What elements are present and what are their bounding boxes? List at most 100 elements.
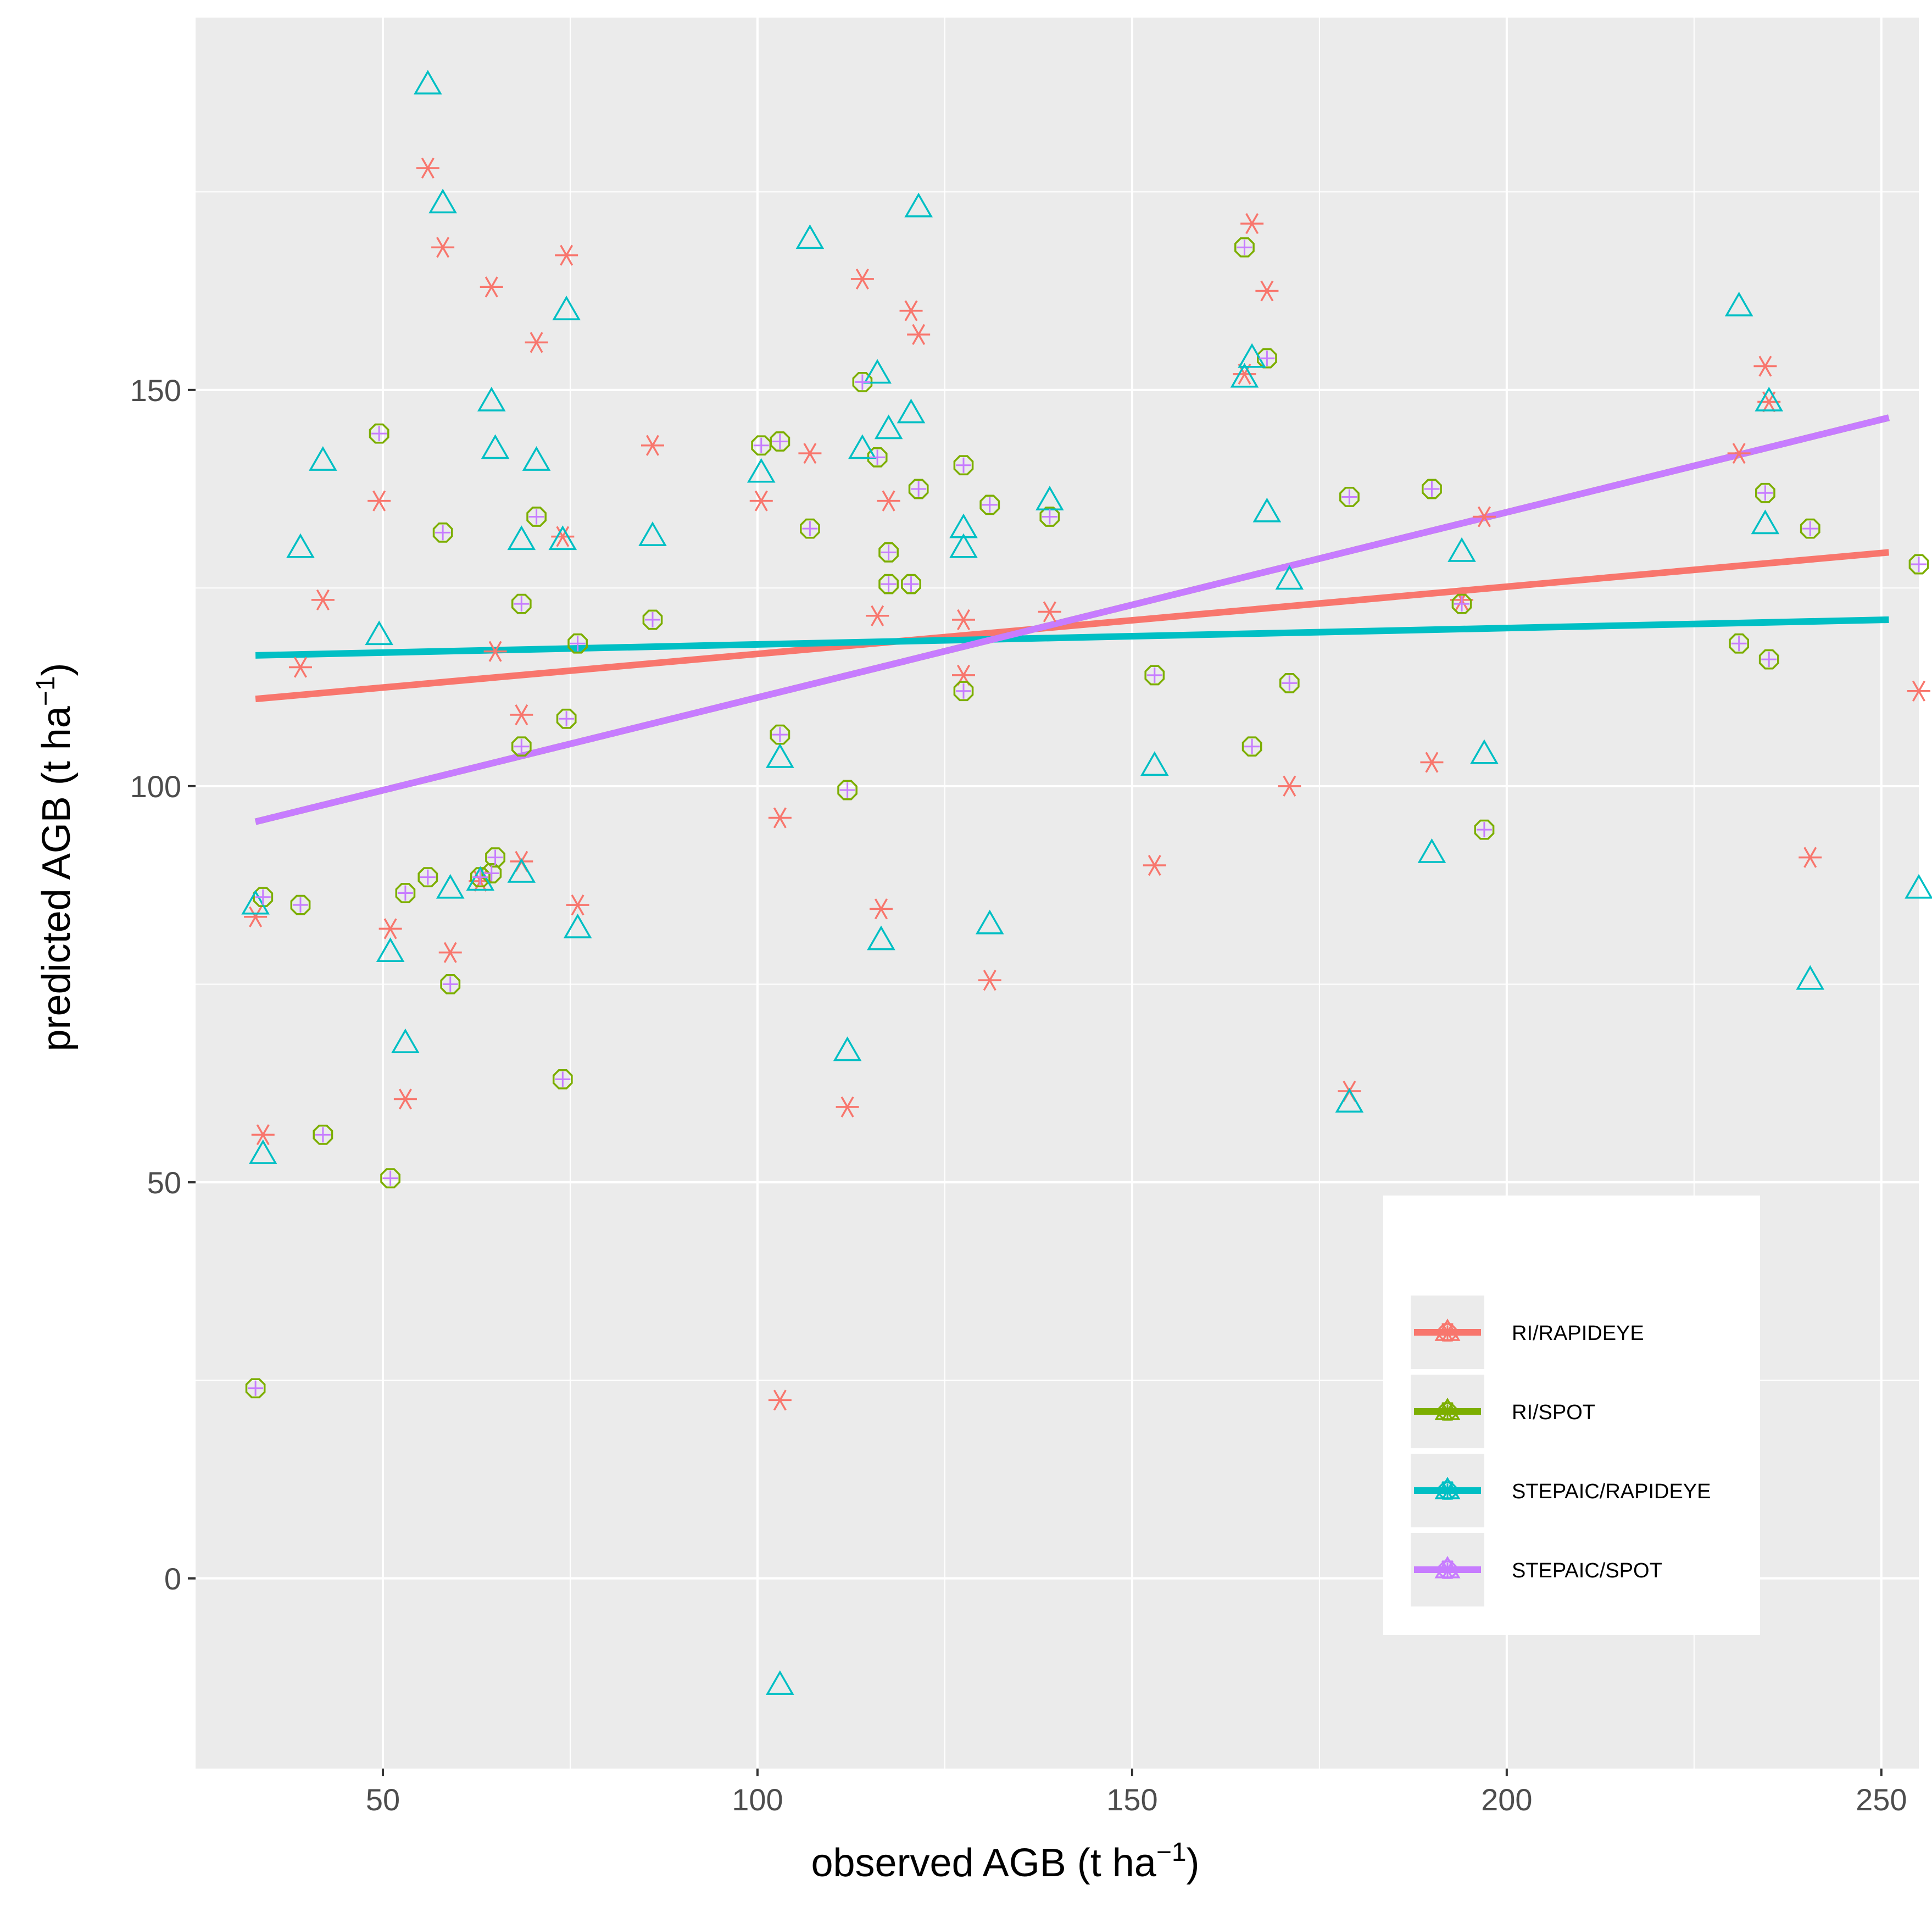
point-stepaic-rapideye — [507, 858, 536, 883]
point-stepaic-spot — [1259, 351, 1275, 366]
point-ri-spot — [556, 708, 577, 729]
point-ri-rapideye — [768, 1389, 792, 1411]
point-ri-spot — [440, 974, 461, 994]
point-stepaic-rapideye — [248, 1139, 277, 1164]
point-stepaic-spot — [472, 869, 488, 885]
point-stepaic-spot — [382, 1170, 398, 1186]
point-stepaic-rapideye — [897, 398, 926, 424]
point-stepaic-rapideye — [1230, 363, 1259, 388]
fit-line-stepaic-rapideye — [255, 616, 1889, 659]
point-stepaic-rapideye — [1140, 751, 1169, 776]
point-stepaic-rapideye — [863, 359, 892, 384]
point-ri-spot — [485, 847, 505, 868]
point-stepaic-spot — [1731, 636, 1747, 652]
point-stepaic-spot — [559, 711, 575, 727]
legend-label-ri-rapideye: RI/RAPIDEYE — [1512, 1322, 1644, 1345]
point-stepaic-spot — [514, 738, 530, 754]
point-stepaic-rapideye — [1335, 1088, 1364, 1113]
point-stepaic-rapideye — [1796, 965, 1825, 990]
x-tick-label: 200 — [1481, 1782, 1532, 1817]
point-ri-spot — [290, 894, 311, 915]
y-tick-label: 50 — [147, 1165, 181, 1200]
y-tick-label: 150 — [130, 373, 181, 408]
point-ri-rapideye — [952, 609, 976, 631]
point-ri-spot — [1144, 665, 1165, 686]
point-stepaic-rapideye — [428, 188, 457, 214]
point-ri-spot — [1339, 487, 1360, 507]
point-ri-spot — [867, 447, 888, 468]
point-stepaic-spot — [420, 869, 436, 885]
legend-key-marker-ri-spot — [1440, 1404, 1455, 1419]
point-ri-spot — [800, 518, 820, 539]
legend-key-marker-ri-rapideye — [1440, 1325, 1455, 1339]
point-stepaic-spot — [1282, 675, 1298, 691]
point-ri-rapideye — [393, 1088, 417, 1110]
point-ri-rapideye — [525, 332, 548, 353]
point-stepaic-spot — [903, 576, 919, 592]
legend-key-marker-stepaic-spot — [1440, 1563, 1455, 1577]
point-ri-spot — [1039, 507, 1060, 527]
point-stepaic-spot — [772, 433, 788, 449]
point-stepaic-rapideye — [481, 434, 510, 459]
point-ri-spot — [395, 883, 416, 903]
point-stepaic-rapideye — [1755, 386, 1784, 412]
point-stepaic-spot — [528, 509, 544, 525]
point-ri-spot — [1800, 518, 1820, 539]
point-stepaic-spot — [435, 525, 451, 541]
point-ri-spot — [380, 1168, 400, 1189]
legend-key-marker-stepaic-rapideye — [1440, 1483, 1455, 1498]
point-stepaic-rapideye — [848, 434, 877, 459]
point-ri-rapideye — [378, 918, 402, 939]
point-stepaic-rapideye — [1447, 537, 1476, 562]
point-stepaic-rapideye — [949, 513, 978, 538]
point-stepaic-spot — [1757, 485, 1773, 501]
point-stepaic-rapideye — [286, 533, 315, 558]
point-ri-spot — [908, 479, 929, 499]
point-ri-spot — [878, 542, 899, 563]
y-axis: 0 50 100 150 — [130, 373, 196, 1596]
point-stepaic-spot — [1454, 596, 1470, 612]
point-stepaic-rapideye — [1252, 497, 1282, 522]
point-ri-rapideye — [1472, 506, 1496, 527]
point-ri-rapideye — [566, 894, 589, 916]
point-ri-rapideye — [850, 268, 874, 290]
point-stepaic-spot — [442, 976, 458, 992]
point-ri-spot — [953, 455, 974, 476]
point-stepaic-spot — [881, 576, 897, 592]
point-ri-spot — [1908, 554, 1929, 575]
point-stepaic-rapideye — [548, 525, 577, 551]
point-ri-rapideye — [288, 657, 312, 678]
point-ri-spot — [770, 724, 790, 745]
point-stepaic-rapideye — [477, 386, 506, 412]
y-axis-title-exponent: −1 — [31, 676, 60, 706]
point-stepaic-spot — [644, 611, 660, 627]
point-stepaic-spot — [371, 426, 387, 442]
y-axis-title: predicted AGB (t ha−1) — [31, 663, 79, 1051]
point-stepaic-rapideye — [638, 521, 667, 546]
point-ri-spot — [526, 507, 547, 527]
point-stepaic-rapideye — [1724, 291, 1753, 316]
point-ri-rapideye — [438, 942, 462, 963]
point-ri-rapideye — [1753, 355, 1777, 377]
x-tick-label: 250 — [1856, 1782, 1907, 1817]
point-ri-rapideye — [798, 443, 822, 464]
point-ri-rapideye — [1727, 443, 1751, 464]
point-ri-rapideye — [1799, 847, 1822, 868]
point-stepaic-spot — [1244, 738, 1260, 754]
point-ri-spot — [1241, 736, 1262, 757]
point-stepaic-spot — [1146, 667, 1162, 683]
point-stepaic-rapideye — [563, 913, 592, 938]
point-stepaic-spot — [255, 889, 271, 905]
point-ri-spot — [481, 863, 502, 883]
x-tick-label: 50 — [366, 1782, 400, 1817]
point-ri-rapideye — [480, 276, 503, 298]
point-stepaic-rapideye — [436, 874, 465, 899]
point-ri-spot — [878, 574, 899, 594]
point-ri-spot — [369, 423, 389, 444]
point-stepaic-spot — [292, 897, 308, 913]
legend-label-stepaic-rapideye: STEPAIC/RAPIDEYE — [1512, 1480, 1711, 1503]
point-stepaic-rapideye — [867, 925, 895, 950]
point-ri-rapideye — [749, 490, 773, 512]
point-ri-rapideye — [551, 526, 575, 547]
